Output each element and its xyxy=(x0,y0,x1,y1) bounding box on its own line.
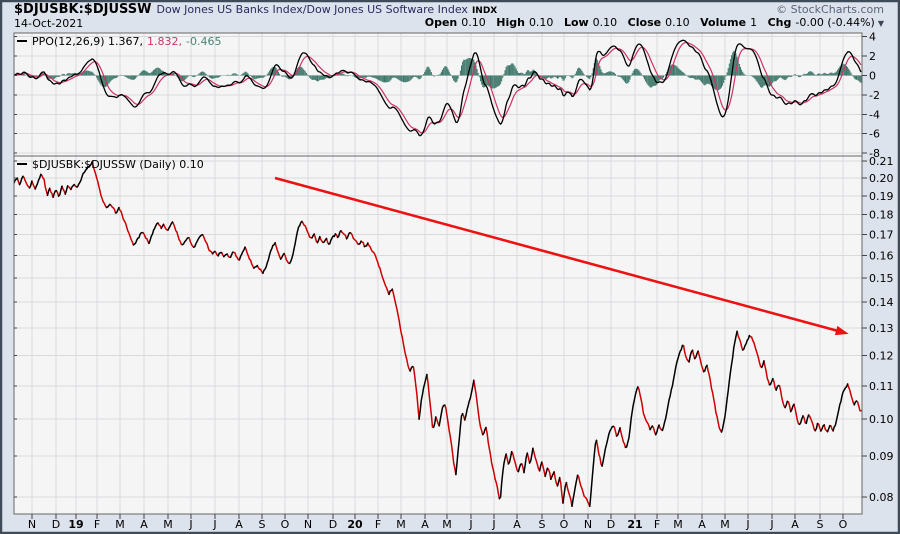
axis-label: J xyxy=(745,518,749,531)
axis-label: N xyxy=(28,518,36,531)
axis-label: A xyxy=(513,518,521,531)
low-value: 0.10 xyxy=(592,16,618,29)
axis-label: S xyxy=(817,518,824,531)
ppo-value: 1.367, xyxy=(108,35,143,48)
axis-label: M xyxy=(720,518,730,531)
ppo-line-swatch-icon xyxy=(17,40,27,42)
axis-label: M xyxy=(673,518,683,531)
axis-label: O xyxy=(560,518,569,531)
axis-label: N xyxy=(584,518,592,531)
axis-label: D xyxy=(329,518,337,531)
axis-label: N xyxy=(304,518,312,531)
axis-label: J xyxy=(188,518,192,531)
open-value: 0.10 xyxy=(461,16,486,29)
axis-label: 0.11 xyxy=(869,380,894,393)
axis-label: D xyxy=(52,518,60,531)
axis-label: A xyxy=(235,518,243,531)
axis-label: A xyxy=(140,518,148,531)
change-value: -0.00 (-0.44%) xyxy=(795,16,875,29)
copyright: © StockCharts.com xyxy=(776,3,884,16)
axis-label: 0.20 xyxy=(869,172,894,185)
price-line-swatch-icon xyxy=(17,163,27,165)
axis-label: 2 xyxy=(869,50,876,63)
axis-label: -4 xyxy=(869,108,880,121)
axis-label: A xyxy=(421,518,429,531)
axis-label: 20 xyxy=(347,518,363,531)
main-legend: $DJUSBK:$DJUSSW (Daily) 0.10 xyxy=(17,158,204,171)
ppo-indicator-label: PPO(12,26,9) xyxy=(32,35,105,48)
high-value: 0.10 xyxy=(528,16,554,29)
axis-label: 0.17 xyxy=(869,229,894,242)
trendline-annotation xyxy=(274,176,841,333)
axis-label: -6 xyxy=(869,128,880,141)
change-down-icon: ▼ xyxy=(877,19,884,28)
low-label: Low xyxy=(563,16,589,29)
axis-label: A xyxy=(698,518,706,531)
symbol-title: $DJUSBK:$DJUSSW xyxy=(14,2,152,17)
axis-label: 0.14 xyxy=(869,296,894,309)
axis-label: S xyxy=(259,518,266,531)
symbol-name: Dow Jones US Banks Index/Dow Jones US So… xyxy=(156,3,468,16)
axis-label: J xyxy=(468,518,472,531)
axis-label: J xyxy=(212,518,216,531)
chart-header: $DJUSBK:$DJUSSW Dow Jones US Banks Index/… xyxy=(14,2,497,17)
volume-value: 1 xyxy=(750,16,758,29)
chart-date: 14-Oct-2021 xyxy=(14,17,84,30)
change-label: Chg xyxy=(767,16,792,29)
axis-label: O xyxy=(839,518,848,531)
axis-label: J xyxy=(769,518,773,531)
axis-label: 0.09 xyxy=(869,450,894,463)
axis-label: O xyxy=(281,518,290,531)
ppo-legend: PPO(12,26,9) 1.367, 1.832, -0.465 xyxy=(17,35,221,48)
open-label: Open xyxy=(424,16,458,29)
quote-row: Open 0.10 High 0.10 Low 0.10 Close 0.10 Volu… xyxy=(418,16,884,29)
close-label: Close xyxy=(627,16,662,29)
trendline-arrowhead-icon xyxy=(834,325,849,336)
axis-label: 0.10 xyxy=(869,413,894,426)
axis-label: F xyxy=(375,518,381,531)
axis-label: 0.18 xyxy=(869,209,894,222)
main-legend-text: $DJUSBK:$DJUSSW (Daily) 0.10 xyxy=(32,158,204,171)
ppo-histogram-value: -0.465 xyxy=(186,35,222,48)
axis-label: A xyxy=(791,518,799,531)
axis-label: -2 xyxy=(869,89,880,102)
axis-label: 0.08 xyxy=(869,491,894,504)
close-value: 0.10 xyxy=(665,16,690,29)
exchange-label: INDX xyxy=(471,6,498,16)
axis-label: 21 xyxy=(627,518,642,531)
ppo-signal-value: 1.832, xyxy=(147,35,182,48)
axis-label: J xyxy=(491,518,495,531)
axis-label: 4 xyxy=(869,31,876,44)
axis-label: 0.15 xyxy=(869,272,894,285)
axis-label: M xyxy=(115,518,125,531)
axis-label: 0.21 xyxy=(869,155,894,168)
axis-label: 0.16 xyxy=(869,250,894,263)
axis-label: M xyxy=(396,518,406,531)
axis-label: M xyxy=(442,518,452,531)
high-label: High xyxy=(496,16,525,29)
axis-label: D xyxy=(607,518,615,531)
axis-label: F xyxy=(94,518,100,531)
axis-label: 0 xyxy=(869,70,876,83)
axis-label: 19 xyxy=(68,518,83,531)
axis-label: M xyxy=(163,518,173,531)
axis-label: F xyxy=(654,518,660,531)
axis-label: 0.13 xyxy=(869,322,894,335)
axis-label: S xyxy=(539,518,546,531)
axis-label: 0.12 xyxy=(869,350,894,363)
axis-label: -8 xyxy=(869,147,880,160)
axis-label: 0.19 xyxy=(869,190,894,203)
volume-label: Volume xyxy=(700,16,747,29)
